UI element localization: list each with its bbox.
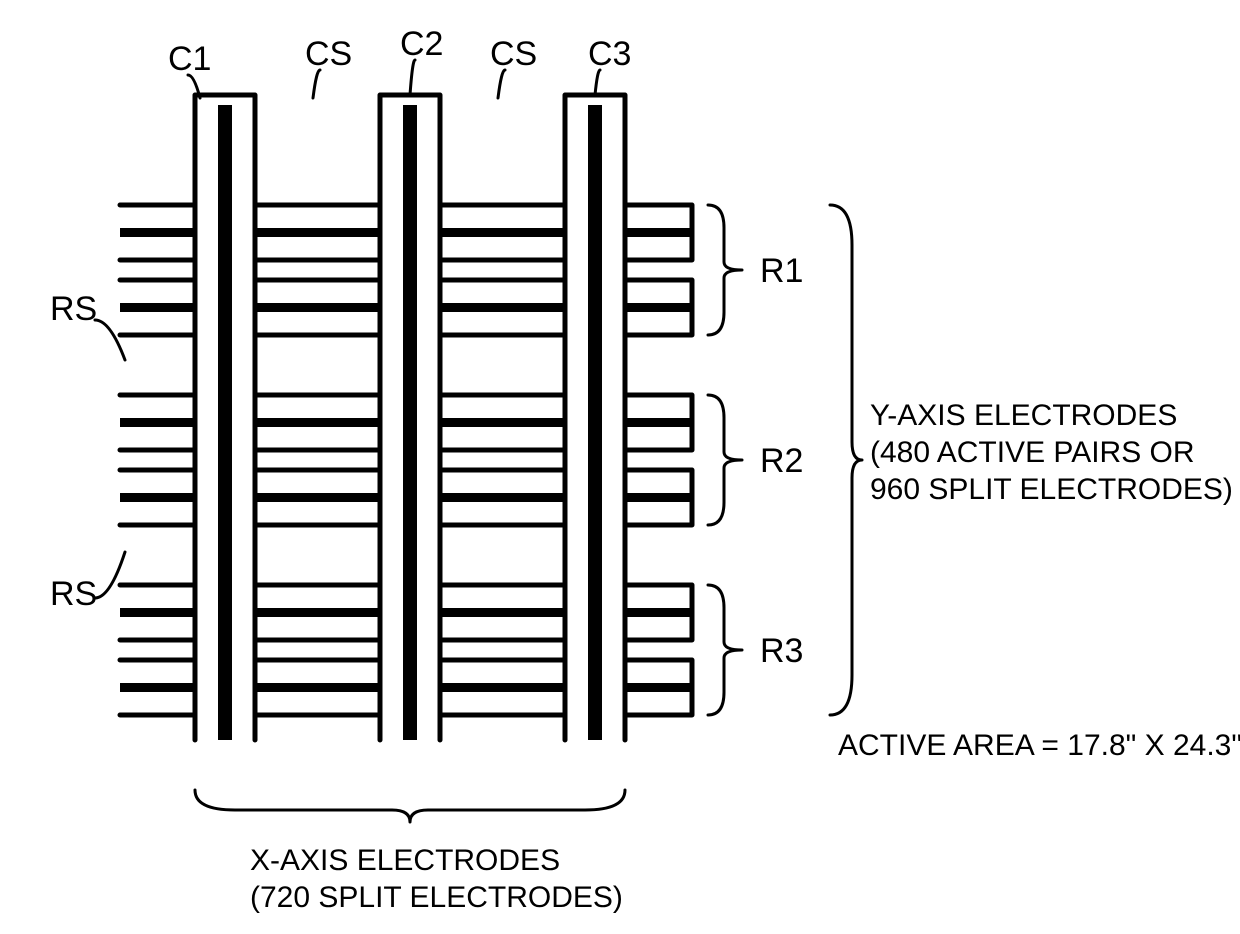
- active-area-caption: ACTIVE AREA = 17.8" X 24.3": [838, 729, 1240, 762]
- label-c3: C3: [588, 35, 631, 73]
- label-r1: R1: [760, 252, 803, 290]
- x-axis-caption-line2: (720 SPLIT ELECTRODES): [250, 881, 623, 914]
- y-axis-caption-line3: 960 SPLIT ELECTRODES): [870, 473, 1233, 506]
- x-axis-caption-line1: X-AXIS ELECTRODES: [250, 844, 560, 877]
- y-axis-brace: [830, 205, 862, 715]
- y-axis-caption-line2: (480 ACTIVE PAIRS OR: [870, 436, 1195, 469]
- label-rs2: RS: [50, 575, 97, 613]
- y-axis-caption-line1: Y-AXIS ELECTRODES: [870, 399, 1177, 432]
- row-braces: [708, 205, 742, 715]
- label-c2: C2: [400, 25, 443, 63]
- label-cs1: CS: [305, 35, 352, 73]
- leader-lines: [95, 60, 600, 598]
- column-electrodes: [195, 95, 625, 740]
- label-r2: R2: [760, 442, 803, 480]
- label-cs2: CS: [490, 35, 537, 73]
- x-axis-brace: [195, 790, 625, 822]
- label-c1: C1: [168, 40, 211, 78]
- label-rs1: RS: [50, 290, 97, 328]
- label-r3: R3: [760, 632, 803, 670]
